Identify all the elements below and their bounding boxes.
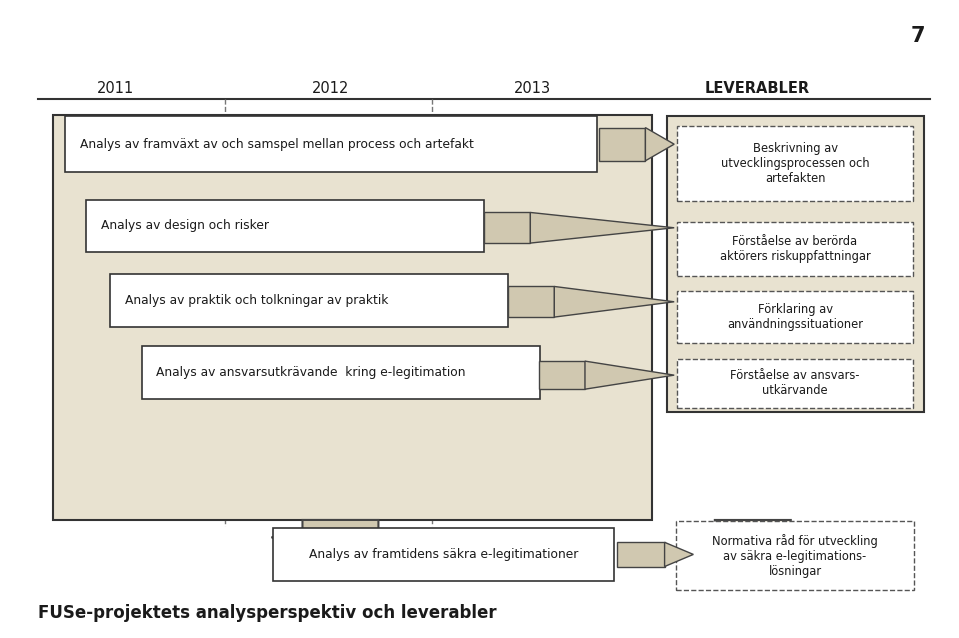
- FancyBboxPatch shape: [142, 346, 540, 399]
- Text: 2011: 2011: [97, 80, 133, 96]
- Text: Analys av praktik och tolkningar av praktik: Analys av praktik och tolkningar av prak…: [125, 294, 388, 307]
- FancyBboxPatch shape: [599, 128, 645, 161]
- Text: Normativa råd för utveckling
av säkra e-legitimations-
lösningar: Normativa råd för utveckling av säkra e-…: [713, 534, 877, 577]
- Text: 7: 7: [911, 26, 925, 45]
- Text: Analys av ansvarsutkrävande  kring e-legitimation: Analys av ansvarsutkrävande kring e-legi…: [156, 366, 466, 379]
- Text: FUSe-projektets analysperspektiv och leverabler: FUSe-projektets analysperspektiv och lev…: [38, 604, 497, 622]
- Text: Analys av framtidens säkra e-legitimationer: Analys av framtidens säkra e-legitimatio…: [309, 548, 578, 561]
- FancyBboxPatch shape: [508, 286, 554, 317]
- Text: Förståelse av berörda
aktörers riskuppfattningar: Förståelse av berörda aktörers riskuppfa…: [719, 235, 871, 263]
- Text: Beskrivning av
utvecklingsprocessen och
artefakten: Beskrivning av utvecklingsprocessen och …: [721, 142, 869, 185]
- Polygon shape: [530, 212, 674, 243]
- Text: LEVERABLER: LEVERABLER: [705, 80, 810, 96]
- FancyBboxPatch shape: [273, 528, 614, 581]
- FancyBboxPatch shape: [110, 274, 508, 327]
- Polygon shape: [684, 520, 822, 566]
- FancyBboxPatch shape: [677, 359, 913, 408]
- FancyBboxPatch shape: [677, 222, 913, 276]
- Text: 2013: 2013: [514, 80, 550, 96]
- Polygon shape: [665, 542, 693, 567]
- FancyBboxPatch shape: [676, 521, 914, 590]
- FancyBboxPatch shape: [65, 116, 597, 172]
- Text: Förklaring av
användningssituationer: Förklaring av användningssituationer: [727, 303, 863, 331]
- Text: Analys av design och risker: Analys av design och risker: [101, 219, 269, 232]
- FancyBboxPatch shape: [677, 291, 913, 343]
- FancyBboxPatch shape: [617, 542, 665, 567]
- Text: Analys av framväxt av och samspel mellan process och artefakt: Analys av framväxt av och samspel mellan…: [80, 138, 474, 151]
- FancyBboxPatch shape: [484, 212, 530, 243]
- FancyBboxPatch shape: [677, 126, 913, 201]
- Text: Förståelse av ansvars-
utkärvande: Förståelse av ansvars- utkärvande: [730, 369, 860, 397]
- Polygon shape: [271, 520, 409, 566]
- FancyBboxPatch shape: [667, 116, 924, 412]
- FancyBboxPatch shape: [86, 200, 484, 252]
- Polygon shape: [585, 361, 674, 389]
- Polygon shape: [554, 286, 674, 317]
- FancyBboxPatch shape: [539, 361, 585, 389]
- FancyBboxPatch shape: [53, 115, 652, 520]
- Text: 2012: 2012: [313, 80, 349, 96]
- Polygon shape: [645, 128, 674, 161]
